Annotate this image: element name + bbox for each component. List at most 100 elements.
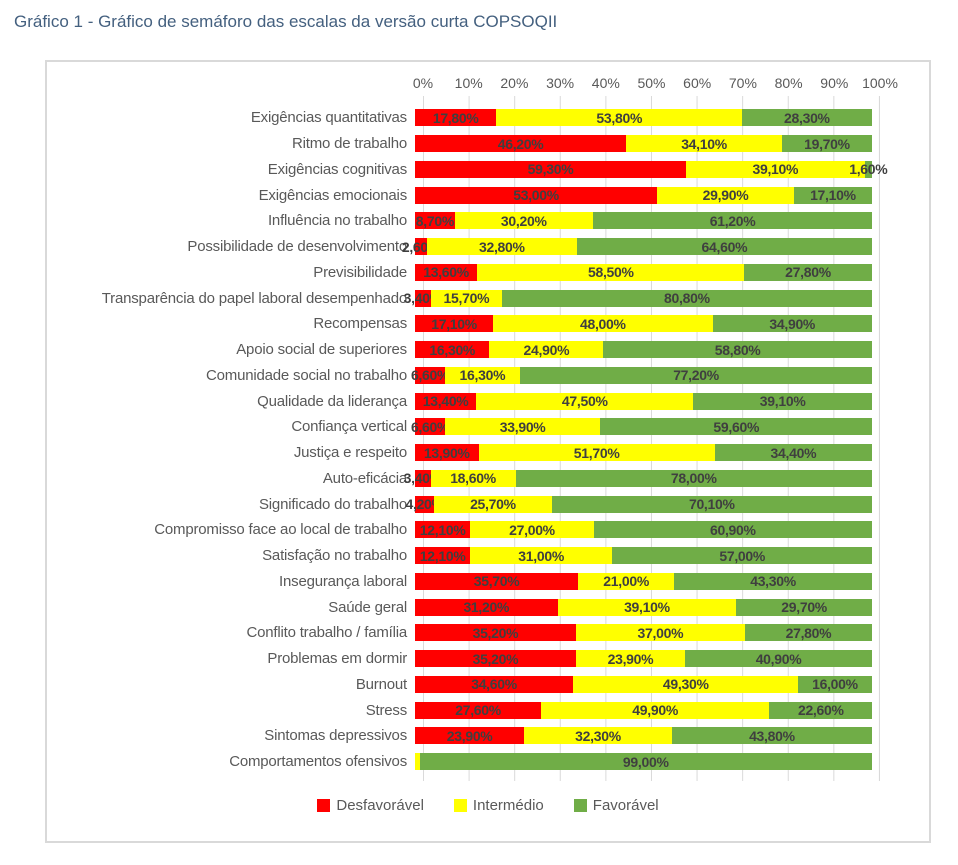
bar-track: 16,30% 24,90% 58,80%	[415, 341, 872, 359]
bar-segment-intermedio: 49,30%	[573, 675, 799, 693]
segment-value-label: 23,90%	[446, 727, 493, 744]
segment-value-label: 46,20%	[497, 135, 544, 152]
segment-value-label: 17,10%	[431, 315, 477, 332]
x-axis-tick: 80%	[774, 75, 803, 91]
bar-segment-intermedio: 15,70%	[430, 289, 503, 307]
segment-value-label: 43,30%	[750, 573, 796, 590]
bar-track: 8,70% 30,20% 61,20%	[415, 212, 873, 230]
segment-value-label: 33,90%	[499, 418, 546, 435]
category-row: Compromisso face ao local de trabalho 12,…	[47, 517, 929, 543]
bar-segment-desfavoravel: 3,40%	[404, 289, 442, 307]
category-row: Conflito trabalho / família 35,20% 37,00% 2…	[47, 620, 929, 646]
legend-swatch-desfavoravel	[317, 798, 331, 812]
bar-segment-intermedio: 29,90%	[657, 186, 794, 204]
bar-segment-intermedio: 32,30%	[524, 727, 672, 745]
bar-track: 6,60% 33,90% 59,60%	[411, 418, 873, 436]
x-axis-tick: 90%	[820, 75, 849, 91]
chart-container: 0% 10% 20% 30% 40% 50% 60% 70% 80% 90% 100% Exigên…	[45, 60, 931, 843]
bar-segment-intermedio: 34,10%	[626, 135, 782, 153]
bar-segment-intermedio: 21,00%	[578, 572, 675, 590]
segment-value-label: 24,90%	[523, 341, 570, 358]
segment-value-label: 51,70%	[573, 444, 620, 461]
segment-value-label: 34,90%	[769, 315, 816, 332]
category-row: Comportamentos ofensivos 99,00%	[47, 749, 929, 775]
segment-value-label: 60,90%	[709, 521, 756, 538]
segment-value-label: 39,10%	[752, 161, 799, 178]
bar-track: 2,60% 32,80% 64,60%	[402, 238, 872, 256]
bar-segment-desfavoravel: 46,20%	[415, 135, 627, 153]
bar-segment-favoravel: 77,20%	[519, 366, 873, 384]
bar-segment-intermedio	[415, 753, 420, 771]
legend: Desfavorável Intermédio Favorável	[47, 797, 929, 814]
bar-segment-intermedio: 16,30%	[445, 366, 520, 384]
segment-value-label: 27,00%	[509, 521, 555, 538]
bar-segment-favoravel: 61,20%	[592, 212, 873, 230]
bar-segment-intermedio: 31,00%	[470, 547, 612, 565]
bar-segment-favoravel: 43,80%	[671, 727, 872, 745]
bar-segment-desfavoravel: 53,00%	[415, 186, 658, 204]
bar-segment-desfavoravel: 17,10%	[415, 315, 494, 333]
segment-value-label: 34,10%	[681, 135, 727, 152]
bar-segment-intermedio: 58,50%	[477, 263, 745, 281]
bar-segment-favoravel: 99,00%	[419, 753, 872, 771]
segment-value-label: 28,30%	[784, 109, 830, 126]
segment-value-label: 12,10%	[419, 547, 466, 564]
category-label: Burnout	[355, 675, 407, 693]
bar-track: 6,60% 16,30% 77,20%	[411, 366, 873, 384]
segment-value-label: 31,20%	[463, 599, 510, 616]
bar-track: 46,20% 34,10% 19,70%	[415, 135, 872, 153]
segment-value-label: 58,50%	[587, 264, 634, 281]
segment-value-label: 16,30%	[459, 367, 506, 384]
x-axis: 0% 10% 20% 30% 40% 50% 60% 70% 80% 90% 100%	[413, 70, 898, 96]
category-row: Transparência do papel laboral desempenh…	[47, 285, 929, 311]
bar-segment-intermedio: 18,60%	[430, 469, 516, 487]
category-label: Stress	[365, 701, 408, 719]
segment-value-label: 49,30%	[662, 676, 709, 693]
bar-segment-desfavoravel: 13,60%	[415, 263, 478, 281]
bar-segment-favoravel: 40,90%	[685, 650, 872, 668]
segment-value-label: 34,40%	[770, 444, 817, 461]
bar-segment-favoravel: 28,30%	[742, 109, 872, 127]
category-label: Transparência do papel laboral desempenh…	[101, 289, 407, 307]
bar-segment-desfavoravel: 31,20%	[415, 598, 558, 616]
bar-track: 17,80% 53,80% 28,30%	[415, 109, 872, 127]
bar-segment-desfavoravel: 6,60%	[411, 418, 449, 436]
category-label: Comunidade social no trabalho	[206, 366, 407, 384]
category-label: Exigências emocionais	[258, 186, 408, 204]
bar-segment-favoravel: 27,80%	[744, 263, 872, 281]
segment-value-label: 48,00%	[579, 315, 626, 332]
bar-segment-desfavoravel: 16,30%	[415, 341, 490, 359]
segment-value-label: 25,70%	[470, 496, 516, 513]
bar-segment-intermedio: 33,90%	[445, 418, 601, 436]
segment-value-label: 29,90%	[702, 187, 749, 204]
segment-value-label: 29,70%	[781, 599, 827, 616]
bar-track: 17,10% 48,00% 34,90%	[415, 315, 872, 333]
segment-value-label: 6,60%	[410, 367, 450, 384]
bar-segment-intermedio: 47,50%	[476, 392, 694, 410]
bar-segment-desfavoravel: 35,20%	[415, 650, 576, 668]
category-row: Justiça e respeito 13,90% 51,70% 34,40%	[47, 440, 929, 466]
bar-segment-favoravel: 80,80%	[502, 289, 872, 307]
segment-value-label: 80,80%	[664, 290, 710, 307]
legend-label: Desfavorável	[336, 796, 424, 814]
category-row: Satisfação no trabalho 12,10% 31,00% 57,00%	[47, 543, 929, 569]
bar-rows: Exigências quantitativas 17,80% 53,80% 28,3…	[47, 105, 929, 775]
segment-value-label: 27,80%	[785, 264, 831, 281]
category-row: Problemas em dormir 35,20% 23,90% 40,90%	[47, 646, 929, 672]
segment-value-label: 16,00%	[812, 676, 858, 693]
bar-segment-favoravel: 17,10%	[793, 186, 872, 204]
bar-track: 4,20% 25,70% 70,10%	[406, 495, 872, 513]
category-label: Conflito trabalho / família	[246, 624, 407, 642]
bar-track: 53,00% 29,90% 17,10%	[415, 186, 872, 204]
bar-segment-favoravel: 59,60%	[600, 418, 873, 436]
bar-segment-desfavoravel: 12,10%	[415, 521, 471, 539]
bar-track: 35,20% 37,00% 27,80%	[415, 624, 872, 642]
bar-segment-intermedio: 23,90%	[575, 650, 686, 668]
segment-value-label: 19,70%	[804, 135, 850, 152]
category-label: Compromisso face ao local de trabalho	[154, 521, 407, 539]
segment-value-label: 8,70%	[415, 212, 455, 229]
bar-segment-desfavoravel: 2,60%	[402, 238, 440, 256]
segment-value-label: 53,00%	[513, 187, 559, 204]
x-axis-tick: 0%	[412, 75, 434, 91]
bar-segment-favoravel: 60,90%	[593, 521, 872, 539]
